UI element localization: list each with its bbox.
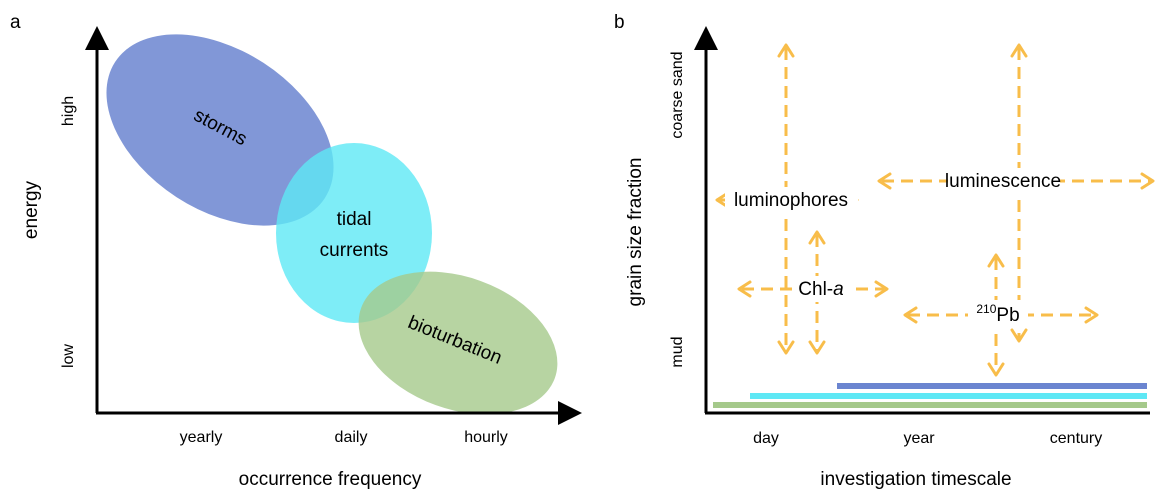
panel-a: a storms tidal currents bioturbation hig… bbox=[10, 12, 582, 490]
arrowhead bbox=[808, 230, 826, 245]
y-tick-low: low bbox=[60, 344, 77, 368]
panel-a-x-label: occurrence frequency bbox=[239, 469, 422, 490]
x-tick-day: day bbox=[753, 430, 779, 447]
chl-label-bg bbox=[792, 276, 850, 302]
x-tick-hourly: hourly bbox=[464, 429, 508, 446]
arrowhead bbox=[874, 280, 889, 298]
bar-tidal bbox=[750, 393, 1147, 399]
panel-a-letter: a bbox=[10, 12, 21, 33]
y-tick-coarse-sand: coarse sand bbox=[669, 51, 686, 138]
x-tick-year: year bbox=[903, 430, 935, 447]
currents-label: currents bbox=[320, 240, 389, 261]
panel-b-y-label: grain size fraction bbox=[625, 158, 646, 307]
arrowhead bbox=[808, 340, 826, 355]
bar-bioturbation bbox=[713, 402, 1147, 408]
x-tick-daily: daily bbox=[335, 429, 368, 446]
x-tick-yearly: yearly bbox=[180, 429, 223, 446]
panel-b-x-label: investigation timescale bbox=[820, 469, 1011, 490]
arrowhead bbox=[987, 362, 1005, 377]
y-tick-high: high bbox=[60, 96, 77, 126]
arrowhead bbox=[1010, 328, 1028, 343]
pb-label: 210Pb bbox=[976, 302, 1019, 326]
x-tick-century: century bbox=[1050, 430, 1102, 447]
arrowhead bbox=[1010, 43, 1028, 58]
pb-label-bg bbox=[968, 300, 1028, 328]
arrowhead bbox=[777, 43, 795, 58]
arrowhead bbox=[715, 191, 730, 209]
arrowhead bbox=[737, 280, 752, 298]
luminescence-label-bg bbox=[948, 168, 1060, 194]
tidal-label: tidal bbox=[337, 209, 372, 230]
luminophores-label: luminophores bbox=[734, 190, 848, 211]
y-tick-mud: mud bbox=[669, 336, 686, 367]
luminophores-label-bg bbox=[725, 187, 858, 213]
panel-b: b bbox=[614, 12, 1155, 490]
arrowhead bbox=[987, 253, 1005, 268]
arrowhead bbox=[877, 172, 892, 190]
bar-storms bbox=[837, 383, 1147, 389]
arrowhead bbox=[1140, 172, 1155, 190]
chl-prefix: Chl- bbox=[798, 279, 833, 300]
arrowhead bbox=[903, 306, 918, 324]
arrowhead bbox=[1084, 306, 1099, 324]
bioturbation-ellipse bbox=[358, 271, 558, 415]
tidal-currents-ellipse bbox=[276, 143, 432, 323]
storms-ellipse bbox=[106, 34, 334, 226]
pb-base: Pb bbox=[996, 305, 1019, 326]
panel-a-y-label: energy bbox=[21, 180, 42, 239]
chl-italic: a bbox=[833, 279, 844, 300]
pb-superscript: 210 bbox=[976, 302, 996, 316]
luminescence-label: luminescence bbox=[945, 171, 1061, 192]
panel-b-letter: b bbox=[614, 12, 625, 33]
arrowhead bbox=[777, 340, 795, 355]
chl-a-label: Chl-a bbox=[798, 279, 843, 300]
